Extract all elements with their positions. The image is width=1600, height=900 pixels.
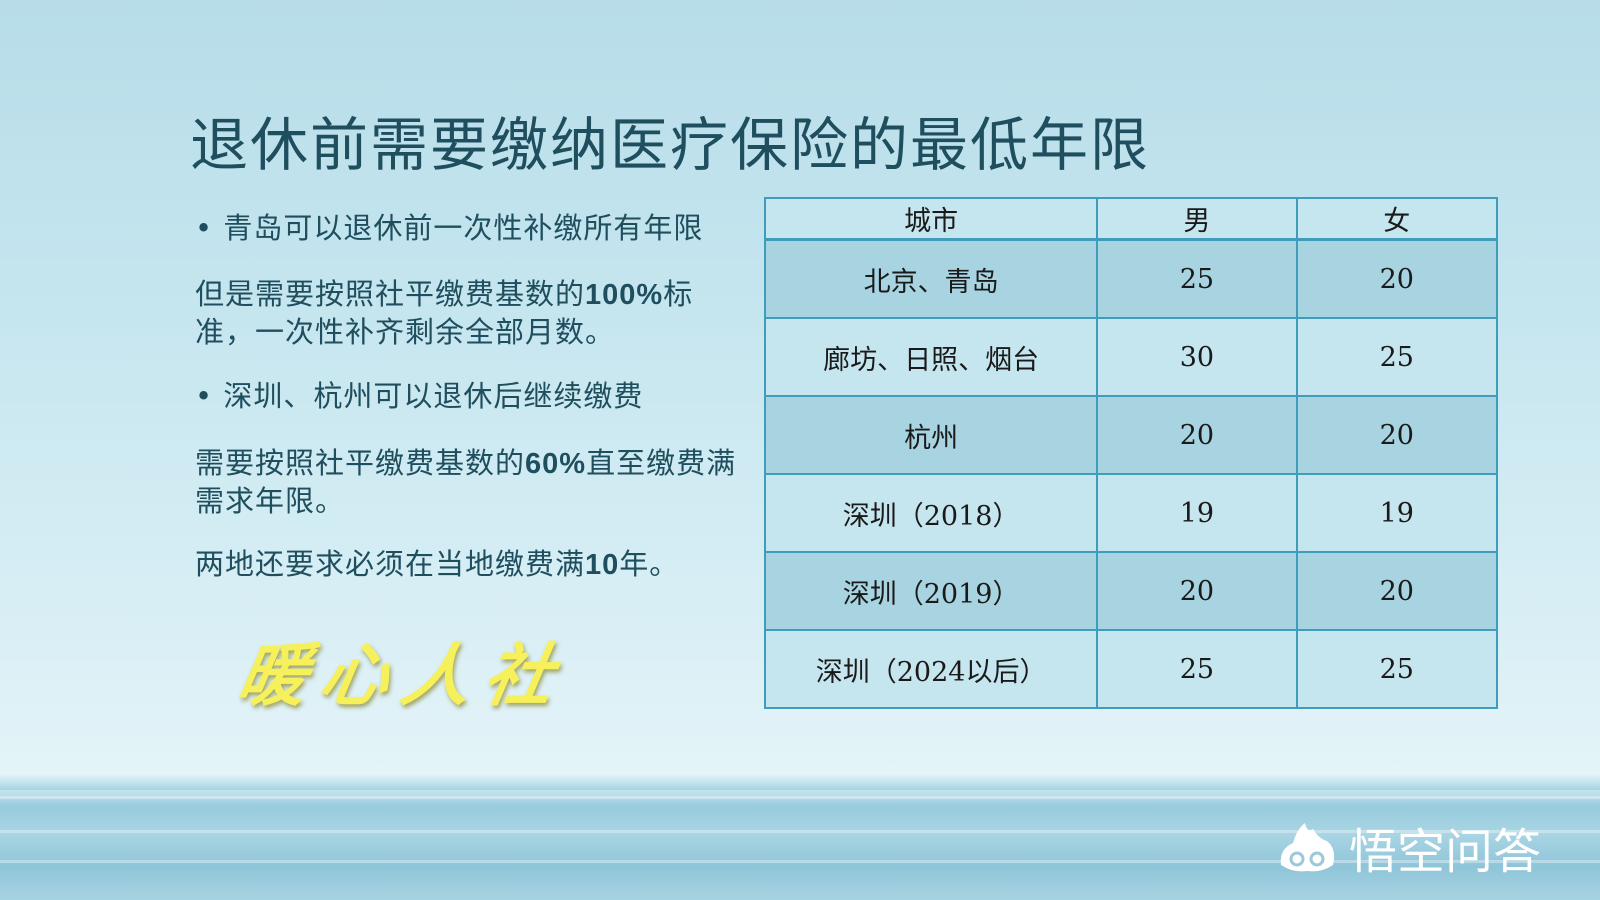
paragraph-1: 但是需要按照社平缴费基数的100%标准，一次性补齐剩余全部月数。 [195, 276, 745, 351]
table-row: 深圳（2024以后） 25 25 [763, 629, 1499, 709]
p1a: 但是需要按照社平缴费基数的 [195, 277, 586, 311]
cell-male: 20 [1096, 551, 1298, 632]
cell-city: 深圳（2018） [763, 473, 1099, 554]
p2b: 60% [525, 448, 587, 480]
cell-female: 25 [1295, 629, 1499, 709]
paragraph-3: 两地还要求必须在当地缴费满10年。 [195, 546, 745, 584]
p1c: 标准，一次性补齐剩余全部月数。 [195, 277, 694, 349]
cell-city: 深圳（2024以后） [763, 629, 1099, 709]
cell-city: 深圳（2019） [763, 551, 1099, 632]
bullet-2-text: 深圳、杭州可以退休后继续缴费 [223, 379, 644, 413]
p3a: 两地还要求必须在当地缴费满 [195, 547, 586, 581]
bullet-1-text: 青岛可以退休前一次性补缴所有年限 [223, 211, 704, 245]
cell-male: 20 [1096, 395, 1298, 476]
wukong-logo: 悟空问答 [1275, 812, 1541, 882]
table-row: 深圳（2018） 19 19 [763, 473, 1499, 554]
cell-female: 20 [1295, 238, 1499, 320]
watermark: 暖心人社 [231, 637, 574, 716]
table-row: 深圳（2019） 20 20 [763, 551, 1499, 632]
cell-city: 廊坊、日照、烟台 [763, 317, 1099, 398]
cell-female: 25 [1295, 317, 1499, 398]
bullet-2: • 深圳、杭州可以退休后继续缴费 [195, 379, 644, 413]
slide-title: 退休前需要缴纳医疗保险的最低年限 [190, 111, 1151, 179]
p3b: 10 [585, 549, 620, 581]
wukong-cloud-icon [1280, 823, 1335, 872]
cell-male: 25 [1096, 238, 1298, 320]
table-row: 北京、青岛 25 20 [763, 238, 1499, 320]
cell-male: 25 [1096, 629, 1298, 709]
logo-text: 悟空问答 [1349, 824, 1542, 880]
cell-male: 30 [1096, 317, 1298, 398]
sea-background [0, 790, 1600, 900]
cell-female: 20 [1295, 551, 1499, 632]
header-city: 城市 [763, 197, 1099, 241]
cell-city: 北京、青岛 [763, 238, 1099, 320]
cell-female: 20 [1295, 395, 1499, 476]
header-female: 女 [1295, 197, 1499, 241]
bullet-1: • 青岛可以退休前一次性补缴所有年限 [195, 211, 704, 245]
header-male: 男 [1096, 197, 1298, 241]
table-row: 杭州 20 20 [763, 395, 1499, 476]
paragraph-2: 需要按照社平缴费基数的60%直至缴费满需求年限。 [195, 445, 745, 520]
cell-male: 19 [1096, 473, 1298, 554]
p3c: 年。 [619, 547, 680, 581]
p2a: 需要按照社平缴费基数的 [195, 446, 526, 480]
p2c: 直至缴费满需求年限。 [195, 446, 737, 518]
cell-female: 19 [1295, 473, 1499, 554]
table-row: 廊坊、日照、烟台 30 25 [763, 317, 1499, 398]
cell-city: 杭州 [763, 395, 1099, 476]
table-header: 城市 男 女 [763, 197, 1499, 241]
p1b: 100% [585, 279, 664, 311]
min-years-table: 城市 男 女 北京、青岛 25 20 廊坊、日照、烟台 30 25 杭州 20 20 深圳（201… [763, 197, 1499, 709]
